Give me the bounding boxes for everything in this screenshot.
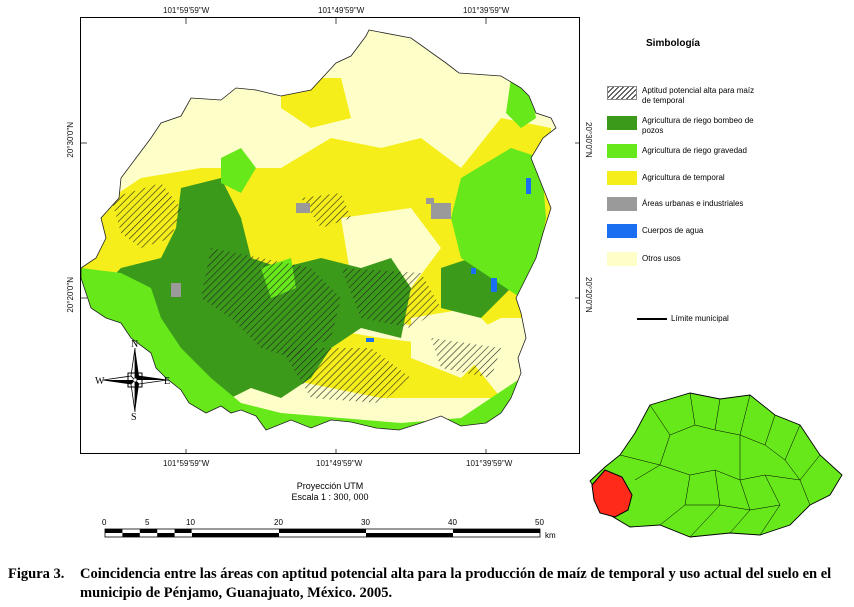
legend-swatch-agua — [607, 224, 637, 238]
scale-tick-50: 50 — [535, 518, 544, 527]
coord-right-1: 20°30'0"N — [584, 122, 593, 158]
scale-bar — [104, 528, 541, 538]
coord-top-2: 101°49'59"W — [318, 6, 365, 15]
legend-swatch-gravedad — [607, 144, 637, 158]
scale-tick-40: 40 — [448, 518, 457, 527]
legend-label-aptitud: Aptitud potencial alta para maíz de temp… — [642, 86, 755, 105]
scale-tick-0: 0 — [102, 518, 107, 527]
scale-tick-10: 10 — [186, 518, 195, 527]
legend-swatch-otros — [607, 252, 637, 266]
legend-swatch-temporal — [607, 171, 637, 185]
scale-unit: km — [545, 531, 556, 540]
inset-state-map — [589, 392, 843, 538]
legend-label-bombeo: Agricultura de riego bombeo de pozos — [642, 116, 754, 135]
compass-rose-icon: N S E W — [95, 340, 170, 420]
projection-line: Proyección UTM — [296, 481, 364, 491]
coord-bottom-3: 101°39'59"W — [466, 459, 513, 468]
legend-title: Simbología — [646, 38, 700, 49]
scale-tick-20: 20 — [274, 518, 283, 527]
scale-tick-5: 5 — [145, 518, 150, 527]
coord-left-2: 20°20'0"N — [66, 277, 75, 313]
compass-n: N — [131, 340, 138, 350]
compass-w: W — [95, 376, 105, 387]
scale-ratio: Escala 1 : 300, 000 — [291, 492, 369, 502]
scale-tick-30: 30 — [361, 518, 370, 527]
figure-number: Figura 3. — [8, 566, 65, 582]
compass-e: E — [164, 376, 170, 387]
legend-limit-label: Límite municipal — [671, 314, 729, 323]
legend-label-agua: Cuerpos de agua — [642, 226, 704, 235]
coord-top-3: 101°39'59"W — [463, 6, 510, 15]
legend-label-gravedad: Agricultura de riego gravedad — [642, 146, 747, 155]
land-use-map — [81, 18, 579, 453]
legend-swatch-bombeo — [607, 116, 637, 130]
legend-label-temporal: Agricultura de temporal — [642, 173, 725, 182]
figure-caption-text: Coincidencia entre las áreas con aptitud… — [80, 566, 832, 601]
coord-bottom-2: 101°49'59"W — [316, 459, 363, 468]
legend-label-otros: Otros usos — [642, 254, 681, 263]
legend-label-urbanas: Áreas urbanas e industriales — [642, 199, 744, 208]
coord-top-1: 101°59'59"W — [163, 6, 210, 15]
legend-swatch-urbanas — [607, 197, 637, 211]
legend-limit-line — [637, 318, 667, 320]
legend-swatch-hatch — [607, 86, 637, 100]
projection-info: Proyección UTM Escala 1 : 300, 000 — [230, 481, 430, 503]
coord-right-2: 20°20'0"N — [584, 277, 593, 313]
coord-bottom-1: 101°59'59"W — [163, 459, 210, 468]
coord-left-1: 20°30'0"N — [66, 122, 75, 158]
compass-s: S — [131, 412, 137, 420]
map-frame — [80, 17, 580, 454]
